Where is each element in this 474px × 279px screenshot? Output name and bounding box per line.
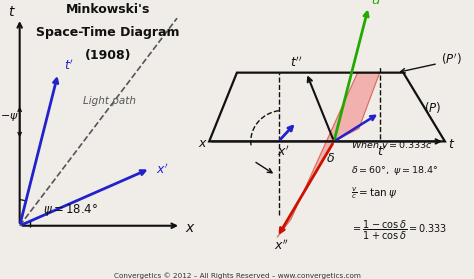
Text: $\frac{v}{c} = \tan\psi$: $\frac{v}{c} = \tan\psi$ — [351, 185, 397, 201]
Text: When $v = 0.333c$: When $v = 0.333c$ — [351, 139, 432, 150]
Text: $x'$: $x'$ — [156, 162, 169, 177]
Text: $-\psi$: $-\psi$ — [0, 111, 19, 123]
Text: Convergetics © 2012 – All Rights Reserved – www.convergetics.com: Convergetics © 2012 – All Rights Reserve… — [114, 272, 360, 279]
Polygon shape — [277, 73, 380, 237]
Text: Space-Time Diagram: Space-Time Diagram — [36, 26, 180, 39]
Text: Light path: Light path — [82, 96, 136, 106]
Text: $x''$: $x''$ — [274, 239, 289, 253]
Text: $x$: $x$ — [198, 137, 208, 150]
Text: $t''$: $t''$ — [290, 56, 302, 71]
Text: $t$: $t$ — [447, 138, 455, 151]
Text: $\psi = 18.4°$: $\psi = 18.4°$ — [43, 202, 99, 218]
Text: $\delta$: $\delta$ — [326, 152, 335, 165]
Text: $t'$: $t'$ — [64, 59, 74, 73]
Text: $t$: $t$ — [8, 4, 16, 19]
Text: $= \dfrac{1-\cos\delta}{1+\cos\delta} = 0.333$: $= \dfrac{1-\cos\delta}{1+\cos\delta} = … — [351, 219, 447, 242]
Text: $(P)$: $(P)$ — [424, 100, 441, 115]
Text: Minkowski's: Minkowski's — [66, 3, 150, 16]
Text: $u$: $u$ — [372, 0, 381, 7]
Text: $(P')$: $(P')$ — [441, 51, 462, 67]
Text: $x$: $x$ — [185, 221, 196, 235]
Text: (1908): (1908) — [85, 49, 131, 62]
Text: $x'$: $x'$ — [277, 144, 290, 159]
Text: $t'$: $t'$ — [377, 144, 387, 159]
Text: $\delta=60°,\ \psi=18.4°$: $\delta=60°,\ \psi=18.4°$ — [351, 163, 438, 177]
